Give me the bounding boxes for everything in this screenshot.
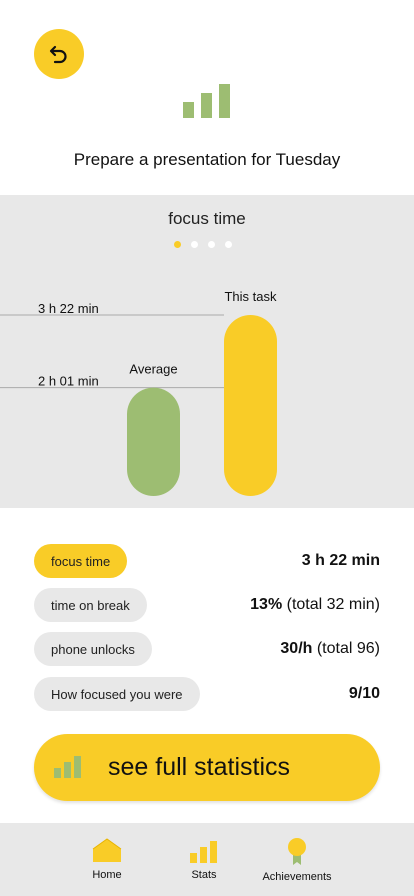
focus-time-chart: 2 h 01 min 3 h 22 min Average This task: [0, 289, 277, 496]
undo-arrow-icon: [49, 45, 67, 64]
page-dot[interactable]: [225, 241, 232, 248]
bar-chart-icon: [190, 841, 217, 863]
stat-tab[interactable]: phone unlocks: [34, 632, 152, 666]
page-dot[interactable]: [208, 241, 215, 248]
stat-value-main: 9/10: [348, 685, 380, 702]
panel-title: focus time: [168, 209, 246, 228]
stat-value: 30/h (total 96): [280, 640, 380, 658]
tab-home[interactable]: Home: [84, 823, 130, 896]
category-label: Average: [129, 362, 177, 377]
bar-chart-icon: [183, 84, 230, 118]
bar-this-task: [224, 315, 277, 496]
stat-tab[interactable]: time on break: [34, 588, 147, 622]
stat-row: phone unlocks 30/h (total 96): [34, 632, 380, 666]
value-label: 2 h 01 min: [38, 374, 99, 389]
medal-icon: [288, 838, 306, 865]
back-button[interactable]: [34, 29, 84, 79]
stat-value: 9/10: [349, 685, 380, 703]
tab-label: Home: [92, 869, 122, 881]
home-icon: [92, 838, 122, 862]
stat-value: 13% (total 32 min): [250, 596, 380, 614]
tab-stats[interactable]: Stats: [184, 823, 224, 896]
stat-tab[interactable]: focus time: [34, 544, 128, 578]
stat-value-detail: (total 96): [312, 640, 380, 657]
bar-chart-icon: [54, 756, 81, 778]
stat-value: 3 h 22 min: [302, 552, 380, 570]
tab-label: Stats: [191, 869, 217, 881]
stat-row: time on break 13% (total 32 min): [34, 588, 380, 622]
page-dot[interactable]: [191, 241, 198, 248]
bottom-tab-bar: Home Stats Achievements: [0, 823, 414, 896]
stat-tab[interactable]: How focused you were: [34, 677, 200, 711]
tab-achievements[interactable]: Achievements: [256, 823, 338, 896]
stat-value-detail: (total 32 min): [282, 596, 380, 613]
stat-value-main: 3 h 22 min: [301, 552, 380, 569]
stat-row: focus time 3 h 22 min: [34, 544, 380, 578]
page-indicator[interactable]: [174, 241, 232, 248]
stat-row: How focused you were 9/10: [34, 677, 380, 711]
stat-value-main: 30/h: [280, 640, 313, 657]
category-label: This task: [224, 289, 277, 304]
cta-label: see full statistics: [108, 753, 291, 781]
task-title: Prepare a presentation for Tuesday: [73, 150, 341, 169]
stat-value-main: 13%: [250, 596, 283, 613]
page-dot[interactable]: [174, 241, 181, 248]
see-full-statistics-button[interactable]: see full statistics: [34, 734, 380, 801]
focus-time-panel[interactable]: focus time 2 h 01 min 3 h 22 min Average Th…: [0, 195, 414, 508]
value-label: 3 h 22 min: [38, 301, 99, 316]
bar-average: [127, 387, 180, 496]
tab-label: Achievements: [262, 871, 332, 883]
